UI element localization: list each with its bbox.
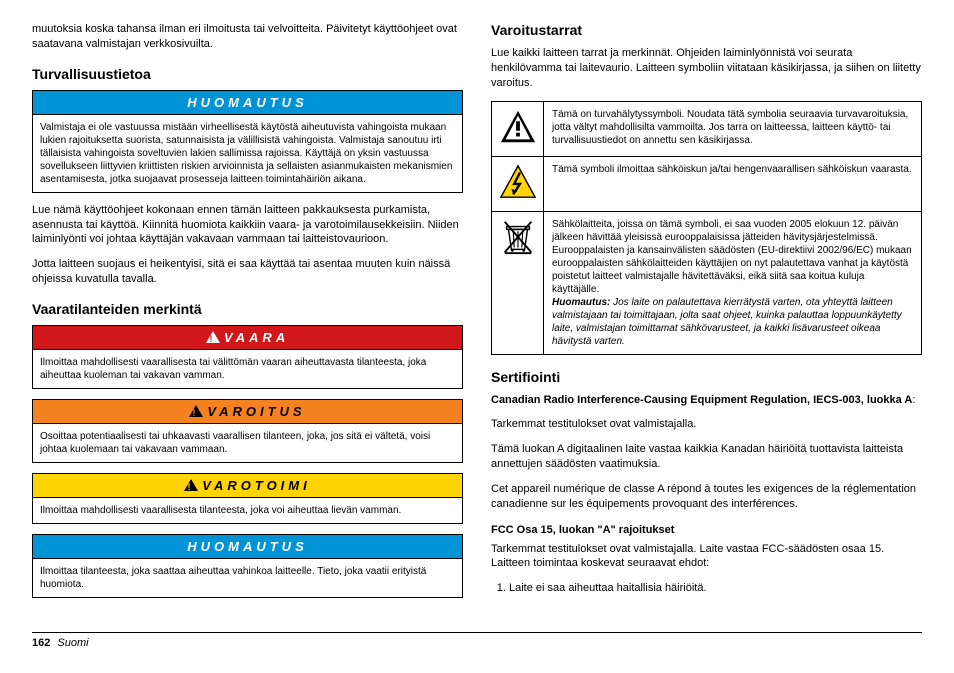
table-row: Tämä symboli ilmoittaa sähköiskun ja/tai… xyxy=(492,156,922,211)
notice-box-1: HUOMAUTUS Valmistaja ei ole vastuussa mi… xyxy=(32,90,463,193)
warning-box: !VAROITUS Osoittaa potentiaalisesti tai … xyxy=(32,399,463,463)
symbol-cell-shock xyxy=(492,156,544,211)
electric-shock-icon xyxy=(499,163,537,201)
labels-heading: Varoitustarrat xyxy=(491,22,922,38)
caution-body: Ilmoittaa mahdollisesti vaarallisesta ti… xyxy=(33,498,462,523)
notice-box-2: HUOMAUTUS Ilmoittaa tilanteesta, joka sa… xyxy=(32,534,463,598)
danger-header: !VAARA xyxy=(33,326,462,350)
symbol-table: Tämä on turvahälytyssymboli. Noudata tät… xyxy=(491,101,922,355)
notice-body-2: Ilmoittaa tilanteesta, joka saattaa aihe… xyxy=(33,559,462,597)
cert-list: Laite ei saa aiheuttaa haitallisia häiri… xyxy=(509,581,922,596)
cert-heading: Sertifiointi xyxy=(491,369,922,385)
cert-para2: Tämä luokan A digitaalinen laite vastaa … xyxy=(491,442,922,472)
page-number: 162 xyxy=(32,637,50,649)
cert-para4: Tarkemmat testitulokset ovat valmistajal… xyxy=(491,542,922,572)
intro-paragraph: muutoksia koska tahansa ilman eri ilmoit… xyxy=(32,22,463,52)
hazard-heading: Vaaratilanteiden merkintä xyxy=(32,301,463,317)
warning-triangle-icon: ! xyxy=(206,331,220,343)
svg-text:!: ! xyxy=(188,482,195,491)
symbol-text-3: Sähkölaitteita, joissa on tämä symboli, … xyxy=(544,211,922,354)
caution-header: !VAROTOIMI xyxy=(33,474,462,498)
labels-para: Lue kaikki laitteen tarrat ja merkinnät.… xyxy=(491,46,922,91)
cert-sub2: FCC Osa 15, luokan "A" rajoitukset xyxy=(491,524,922,536)
danger-box: !VAARA Ilmoittaa mahdollisesti vaarallis… xyxy=(32,325,463,389)
warning-header: !VAROITUS xyxy=(33,400,462,424)
left-column: muutoksia koska tahansa ilman eri ilmoit… xyxy=(32,22,463,608)
table-row: Sähkölaitteita, joissa on tämä symboli, … xyxy=(492,211,922,354)
list-item: Laite ei saa aiheuttaa haitallisia häiri… xyxy=(509,581,922,596)
right-column: Varoitustarrat Lue kaikki laitteen tarra… xyxy=(491,22,922,608)
svg-text:!: ! xyxy=(193,408,200,417)
notice-header-2: HUOMAUTUS xyxy=(33,535,462,559)
safety-heading: Turvallisuustietoa xyxy=(32,66,463,82)
notice-body-1: Valmistaja ei ole vastuussa mistään virh… xyxy=(33,115,462,192)
symbol-cell-alert xyxy=(492,101,544,156)
notice-header-1: HUOMAUTUS xyxy=(33,91,462,115)
warning-triangle-icon: ! xyxy=(184,479,198,491)
warning-body: Osoittaa potentiaalisesti tai uhkaavasti… xyxy=(33,424,462,462)
weee-bin-icon xyxy=(499,218,537,256)
warning-triangle-icon: ! xyxy=(189,405,203,417)
safety-para-2: Jotta laitteen suojaus ei heikentyisi, s… xyxy=(32,257,463,287)
caution-box: !VAROTOIMI Ilmoittaa mahdollisesti vaara… xyxy=(32,473,463,524)
table-row: Tämä on turvahälytyssymboli. Noudata tät… xyxy=(492,101,922,156)
cert-para3: Cet appareil numérique de classe A répon… xyxy=(491,482,922,512)
cert-sub1: Canadian Radio Interference-Causing Equi… xyxy=(491,393,922,408)
page-footer: 162 Suomi xyxy=(32,632,922,649)
cert-para1: Tarkemmat testitulokset ovat valmistajal… xyxy=(491,417,922,432)
safety-para-1: Lue nämä käyttöohjeet kokonaan ennen täm… xyxy=(32,203,463,248)
symbol-cell-weee xyxy=(492,211,544,354)
symbol-text-2: Tämä symboli ilmoittaa sähköiskun ja/tai… xyxy=(544,156,922,211)
svg-text:!: ! xyxy=(209,334,216,343)
page-language: Suomi xyxy=(57,637,88,649)
symbol-text-1: Tämä on turvahälytyssymboli. Noudata tät… xyxy=(544,101,922,156)
alert-triangle-icon xyxy=(499,108,537,146)
danger-body: Ilmoittaa mahdollisesti vaarallisesta ta… xyxy=(33,350,462,388)
